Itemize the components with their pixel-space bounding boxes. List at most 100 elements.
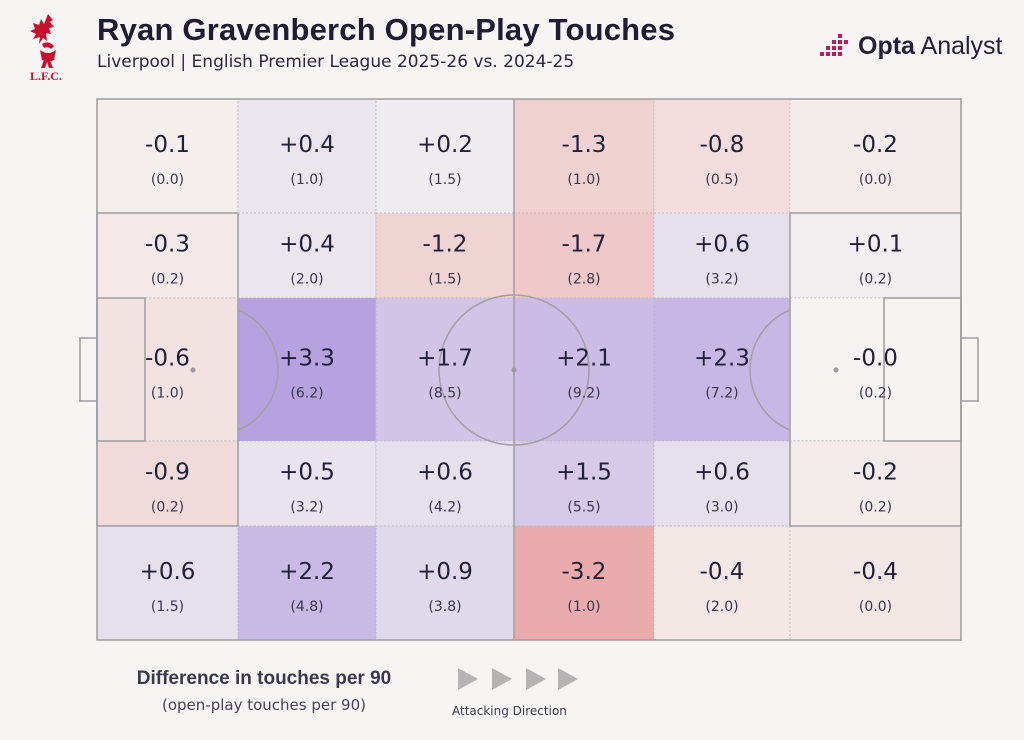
chart-subtitle: Liverpool | English Premier League 2025-… <box>97 52 575 72</box>
cell-touches-label: (2.8) <box>567 272 600 288</box>
cell-touches-label: (1.5) <box>428 172 461 188</box>
arrow-right-icon <box>558 668 578 690</box>
brand-strong: Opta <box>858 31 915 60</box>
right-goal <box>960 337 979 402</box>
cell-value-label: +2.1 <box>556 346 612 372</box>
left-goal <box>79 337 98 402</box>
cell-touches-label: (0.2) <box>151 272 184 288</box>
heatmap-cell <box>237 297 377 442</box>
heatmap-cell <box>375 212 515 299</box>
cell-value-label: -0.2 <box>853 132 898 158</box>
cell-touches-label: (1.0) <box>151 386 184 402</box>
cell-value-label: -1.7 <box>562 232 607 258</box>
cell-value-label: -0.4 <box>700 559 745 585</box>
heatmap-cell <box>96 297 239 442</box>
brand-name: Opta Analyst <box>858 32 1003 61</box>
cell-value-label: +0.5 <box>279 460 335 486</box>
heatmap-cell <box>789 525 962 641</box>
heatmap-cell <box>513 212 655 299</box>
cell-value-label: +0.6 <box>140 559 196 585</box>
heatmap-cell <box>237 212 377 299</box>
cell-touches-label: (8.5) <box>428 386 461 402</box>
cell-touches-label: (5.5) <box>567 500 600 516</box>
brand-light: Analyst <box>914 31 1003 60</box>
cell-touches-label: (3.2) <box>290 500 323 516</box>
liverpool-crest-logo: L.F.C. <box>30 14 62 82</box>
cell-value-label: +0.1 <box>848 232 904 258</box>
cell-value-label: -0.8 <box>700 132 745 158</box>
cell-value-label: +0.6 <box>417 460 473 486</box>
cell-touches-label: (7.2) <box>705 386 738 402</box>
heatmap-cell <box>513 525 655 641</box>
cell-value-label: +0.4 <box>279 232 335 258</box>
cell-touches-label: (0.2) <box>859 272 892 288</box>
cell-touches-label: (0.2) <box>859 386 892 402</box>
heatmap-cell <box>653 212 791 299</box>
heatmap-cell <box>513 440 655 527</box>
cell-value-label: +3.3 <box>279 346 335 372</box>
cell-touches-label: (1.5) <box>428 272 461 288</box>
heatmap-cell <box>789 440 962 527</box>
cell-touches-label: (9.2) <box>567 386 600 402</box>
heatmap-cell <box>96 525 239 641</box>
cell-value-label: +1.7 <box>417 346 473 372</box>
cell-value-label: +2.3 <box>694 346 750 372</box>
heatmap-cell <box>789 212 962 299</box>
cell-touches-label: (2.0) <box>290 272 323 288</box>
heatmap-cell <box>653 98 791 214</box>
heatmap-cell <box>96 212 239 299</box>
heatmap-cell <box>375 297 515 442</box>
cell-value-label: -1.2 <box>423 232 468 258</box>
cell-value-label: -0.6 <box>145 346 190 372</box>
cell-value-label: -0.9 <box>145 460 190 486</box>
heatmap-cell <box>653 297 791 442</box>
cell-value-label: +0.6 <box>694 232 750 258</box>
cell-value-label: +0.9 <box>417 559 473 585</box>
cell-value-label: -0.0 <box>853 346 898 372</box>
cell-value-label: -1.3 <box>562 132 607 158</box>
cell-touches-label: (1.0) <box>567 172 600 188</box>
heatmap-cell <box>237 440 377 527</box>
heatmap-cell <box>513 297 655 442</box>
pitch-heatmap: -0.1 (0.0) +0.4 (1.0) +0.2 (1.5) -1.3 (1.0) -0.8… <box>79 98 979 641</box>
opta-dots-icon <box>820 34 848 56</box>
left-penalty-arc <box>237 309 279 431</box>
cell-value-label: +0.2 <box>417 132 473 158</box>
heatmap-cell <box>375 525 515 641</box>
cell-touches-label: (2.0) <box>705 599 738 615</box>
crest-text: L.F.C. <box>30 69 62 82</box>
cell-touches-label: (3.8) <box>428 599 461 615</box>
cell-touches-label: (0.2) <box>859 500 892 516</box>
legend-subtitle: (open-play touches per 90) <box>162 696 366 714</box>
cell-touches-label: (0.0) <box>151 172 184 188</box>
opta-analyst-logo: Opta Analyst <box>818 28 1003 64</box>
cell-touches-label: (1.5) <box>151 599 184 615</box>
cell-touches-label: (3.2) <box>705 272 738 288</box>
cell-value-label: -3.2 <box>562 559 607 585</box>
centre-circle <box>438 294 590 446</box>
cell-touches-label: (0.0) <box>859 599 892 615</box>
cell-value-label: -0.1 <box>145 132 190 158</box>
arrow-right-icon <box>526 668 546 690</box>
cell-value-label: +0.6 <box>694 460 750 486</box>
cell-touches-label: (1.0) <box>290 172 323 188</box>
cell-value-label: +2.2 <box>279 559 335 585</box>
right-penalty-spot <box>833 367 839 373</box>
arrow-right-icon <box>458 668 478 690</box>
cell-value-label: -0.2 <box>853 460 898 486</box>
cell-value-label: -0.3 <box>145 232 190 258</box>
cell-touches-label: (1.0) <box>567 599 600 615</box>
arrow-right-icon <box>492 668 512 690</box>
cell-value-label: +1.5 <box>556 460 612 486</box>
chart-title: Ryan Gravenberch Open-Play Touches <box>97 12 676 47</box>
heatmap-cell <box>789 297 962 442</box>
right-penalty-arc <box>749 309 791 431</box>
attacking-direction-label: Attacking Direction <box>452 704 567 718</box>
cell-touches-label: (0.0) <box>859 172 892 188</box>
heatmap-cell <box>375 98 515 214</box>
cell-value-label: +0.4 <box>279 132 335 158</box>
cell-touches-label: (3.0) <box>705 500 738 516</box>
cell-touches-label: (0.5) <box>705 172 738 188</box>
heatmap-cell <box>375 440 515 527</box>
left-penalty-spot <box>190 367 196 373</box>
